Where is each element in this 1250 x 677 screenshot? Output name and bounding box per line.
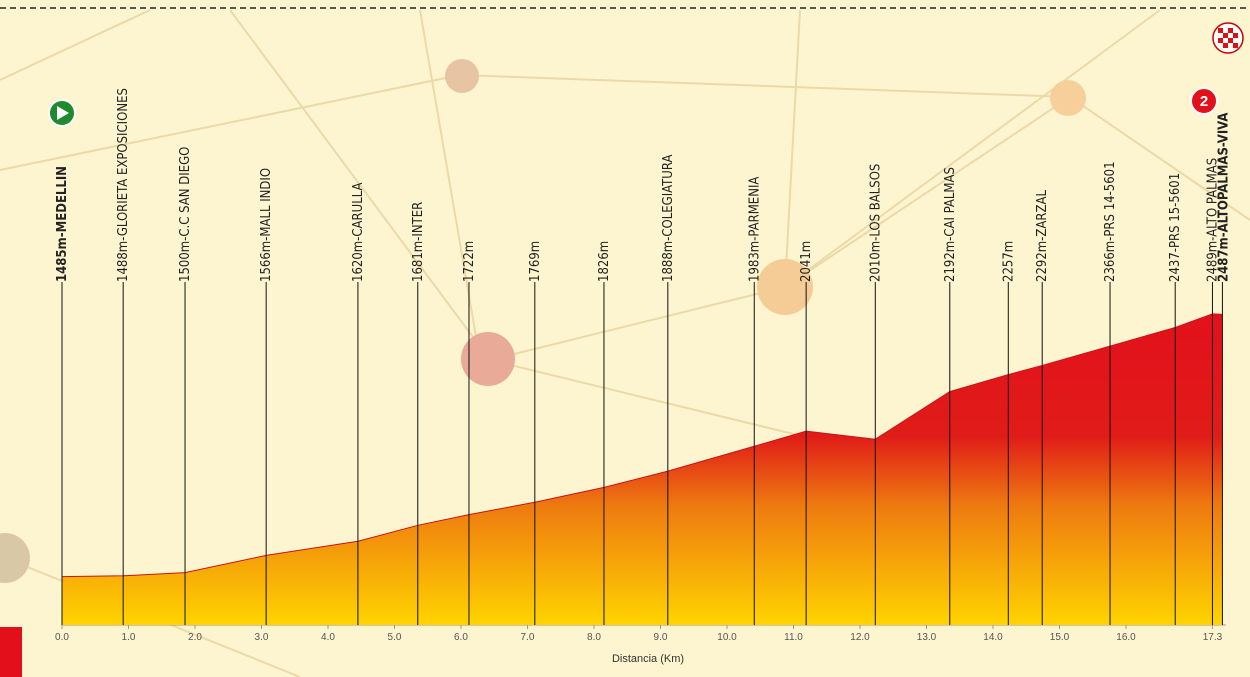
x-tick-label: 2.0 <box>188 632 202 643</box>
profile-fill <box>62 313 1223 625</box>
waypoint-label: 1620m-CARULLA <box>351 182 366 282</box>
decor-dot <box>1050 80 1086 116</box>
decor-dot <box>757 259 813 315</box>
decor-dot <box>445 59 479 93</box>
x-tick-label: 12.0 <box>850 632 870 643</box>
waypoint-label: 1681m-INTER <box>411 202 426 282</box>
waypoint-label: 1485m-MEDELLIN <box>55 166 70 282</box>
x-tick-label: 4.0 <box>321 632 335 643</box>
x-tick-label: 17.3 <box>1203 632 1223 643</box>
waypoint-label: 2257m <box>1001 241 1016 282</box>
x-tick-label: 8.0 <box>587 632 601 643</box>
climb-badge <box>1190 87 1218 115</box>
start-icon-arrow <box>57 106 69 120</box>
waypoint-label: 2489m-ALTO PALMAS <box>1205 158 1220 282</box>
x-tick-label: 16.0 <box>1116 632 1136 643</box>
x-tick-label: 13.0 <box>917 632 937 643</box>
x-tick-label: 7.0 <box>521 632 535 643</box>
climb-category: 2 <box>1200 93 1208 110</box>
finish-icon <box>1212 22 1244 54</box>
waypoint-label: 2010m-LOS BALSOS <box>868 164 883 282</box>
decor-dot <box>0 533 30 583</box>
x-tick-label: 6.0 <box>454 632 468 643</box>
waypoint-label: 1888m-COLEGIATURA <box>661 155 676 282</box>
waypoint-label: 2487m-ALTOPALMAS-VIVA <box>1216 113 1231 282</box>
waypoint-label: 1769m <box>528 241 543 282</box>
profile-line <box>61 313 1223 578</box>
waypoint-label: 1722m <box>462 241 477 282</box>
waypoint-label: 2292m-ZARZAL <box>1035 189 1050 282</box>
waypoint-label: 2041m <box>799 241 814 282</box>
x-tick-label: 11.0 <box>784 632 803 643</box>
waypoint-label: 1826m <box>597 241 612 282</box>
waypoint-label: 1983m-PARMENIA <box>747 177 762 282</box>
waypoint-label: 2366m-PRS 14-5601 <box>1103 161 1118 282</box>
corner-tab <box>0 627 22 677</box>
x-tick-label: 5.0 <box>388 632 402 643</box>
waypoint-label: 2192m-CAI PALMAS <box>943 167 958 282</box>
x-tick-label: 0.0 <box>55 632 69 643</box>
x-axis-label: Distancia (Km) <box>612 653 684 665</box>
plot: 0.0 1.0 2.0 3.0 4.0 5.0 6.0 7.0 8.0 9.0 10.0 11.0 12… <box>55 88 1231 643</box>
x-tick-label: 10.0 <box>717 632 737 643</box>
x-tick-label: 15.0 <box>1050 632 1070 643</box>
decor-dot <box>461 332 515 386</box>
x-tick-label: 1.0 <box>122 632 136 643</box>
x-tick-label: 14.0 <box>983 632 1003 643</box>
waypoint-label: 1566m-MALL INDIO <box>259 168 274 282</box>
x-tick-label: 9.0 <box>654 632 668 643</box>
waypoint-label: 1500m-C.C SAN DIEGO <box>178 147 193 282</box>
waypoint-label: 2437-PRS 15-5601 <box>1168 173 1183 282</box>
waypoint-label: 1488m-GLORIETA EXPOSICIONES <box>116 88 131 282</box>
x-tick-label: 3.0 <box>255 632 269 643</box>
